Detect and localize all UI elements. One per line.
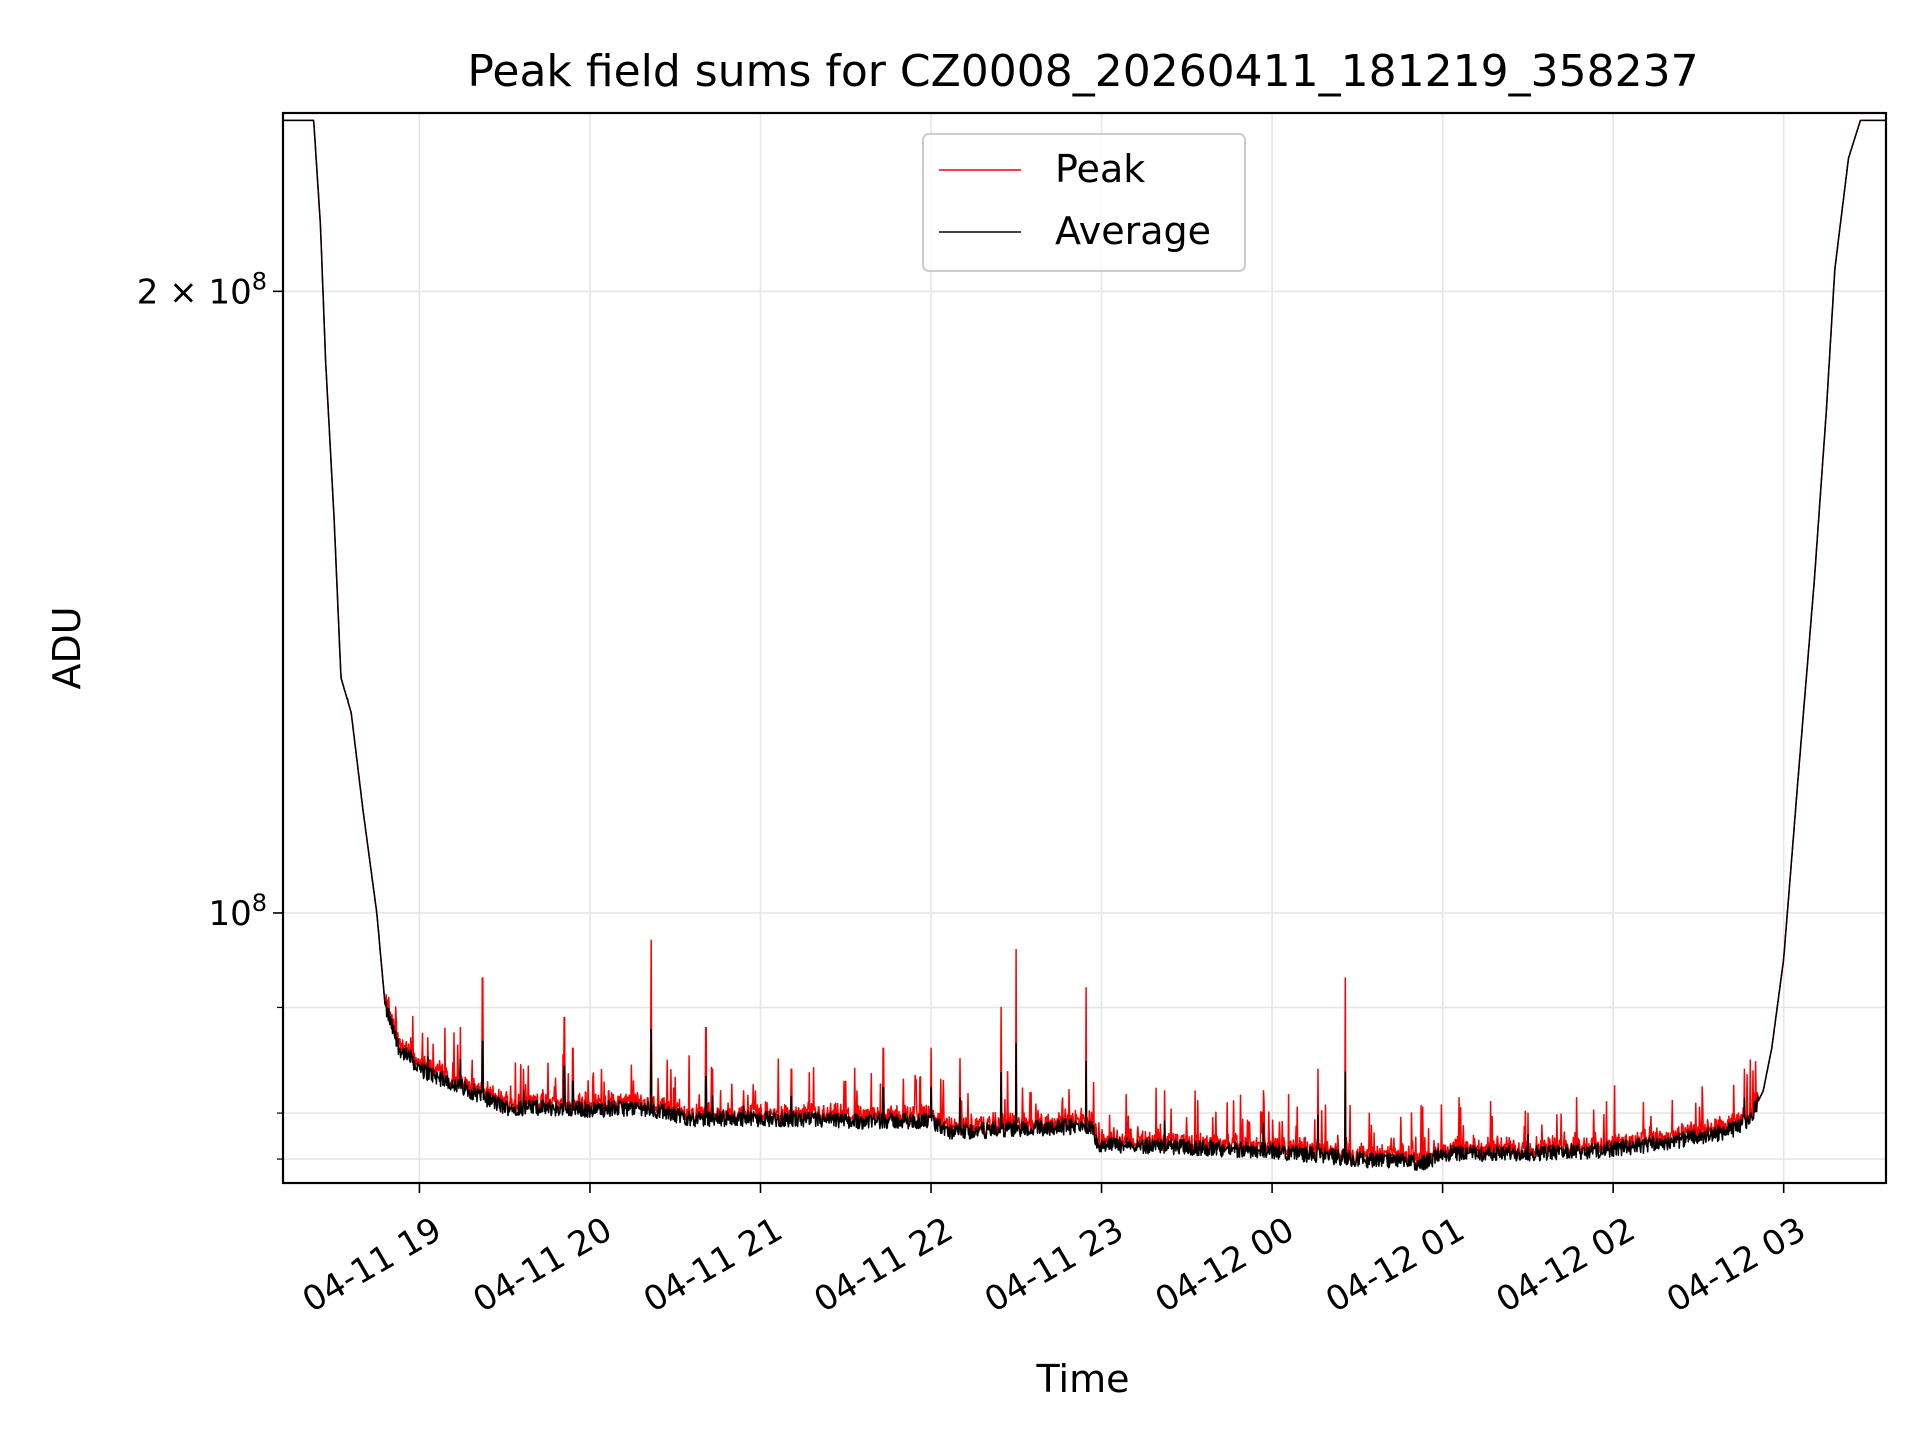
legend-label-peak: Peak: [1055, 147, 1145, 191]
y-tick-label: 2 × 108: [137, 267, 267, 312]
series-peak-line: [282, 119, 1887, 1171]
y-tick-label: 108: [208, 889, 267, 934]
x-axis-label: Time: [1036, 1357, 1130, 1401]
legend-label-average: Average: [1055, 209, 1211, 253]
grid-layer: [283, 113, 1886, 1183]
series-average-line: [282, 119, 1887, 1171]
legend-box: [922, 133, 1246, 272]
y-axis: 108 2 × 108: [137, 267, 283, 1160]
legend: Peak Average: [922, 133, 1246, 272]
plot-layer: [282, 119, 1887, 1171]
plot-frame: [281, 111, 1888, 1185]
chart-title: Peak field sums for CZ0008_20260411_1812…: [467, 46, 1698, 97]
y-axis-label: ADU: [45, 606, 89, 689]
